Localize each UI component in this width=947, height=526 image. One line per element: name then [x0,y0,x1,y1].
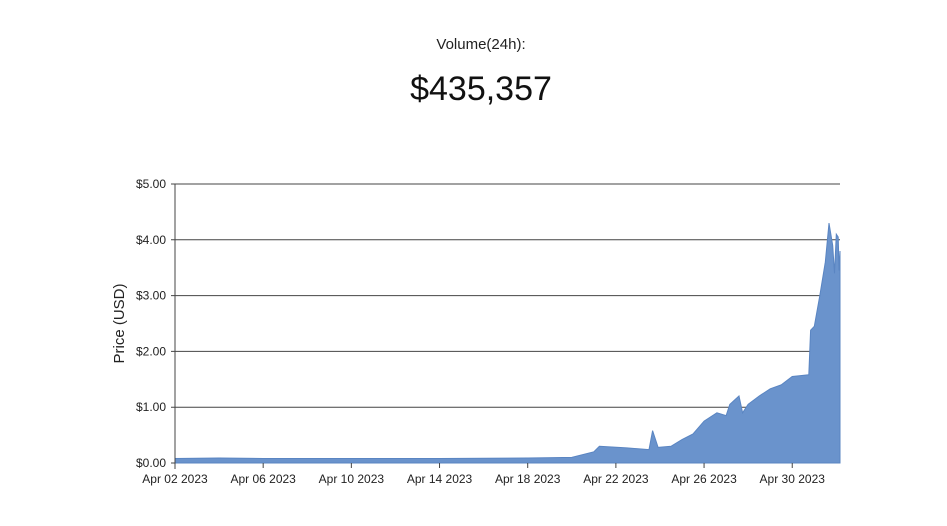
x-tick-label: Apr 18 2023 [495,472,561,486]
x-tick-label: Apr 26 2023 [671,472,737,486]
volume-24h-value: $435,357 [410,70,552,108]
x-tick-label: Apr 06 2023 [230,472,296,486]
x-tick-label: Apr 14 2023 [407,472,473,486]
y-axis-ticks: $0.00 $1.00 $2.00 $3.00 $4.00 $5.00 [136,177,166,470]
x-tick-label: Apr 02 2023 [142,472,208,486]
volume-24h-label: Volume(24h): [436,36,526,53]
y-tick-label: $0.00 [136,456,166,470]
x-tick-label: Apr 10 2023 [319,472,385,486]
x-tick-label: Apr 22 2023 [583,472,649,486]
y-axis-title: Price (USD) [111,283,128,363]
y-tick-label: $5.00 [136,177,166,191]
x-tick-label: Apr 30 2023 [760,472,826,486]
y-tick-label: $3.00 [136,289,166,303]
y-tick-label: $1.00 [136,400,166,414]
x-axis-ticks: Apr 02 2023 Apr 06 2023 Apr 10 2023 Apr 14 … [142,463,825,486]
price-area [174,223,841,464]
y-tick-label: $4.00 [136,233,166,247]
y-tick-label: $2.00 [136,344,166,358]
